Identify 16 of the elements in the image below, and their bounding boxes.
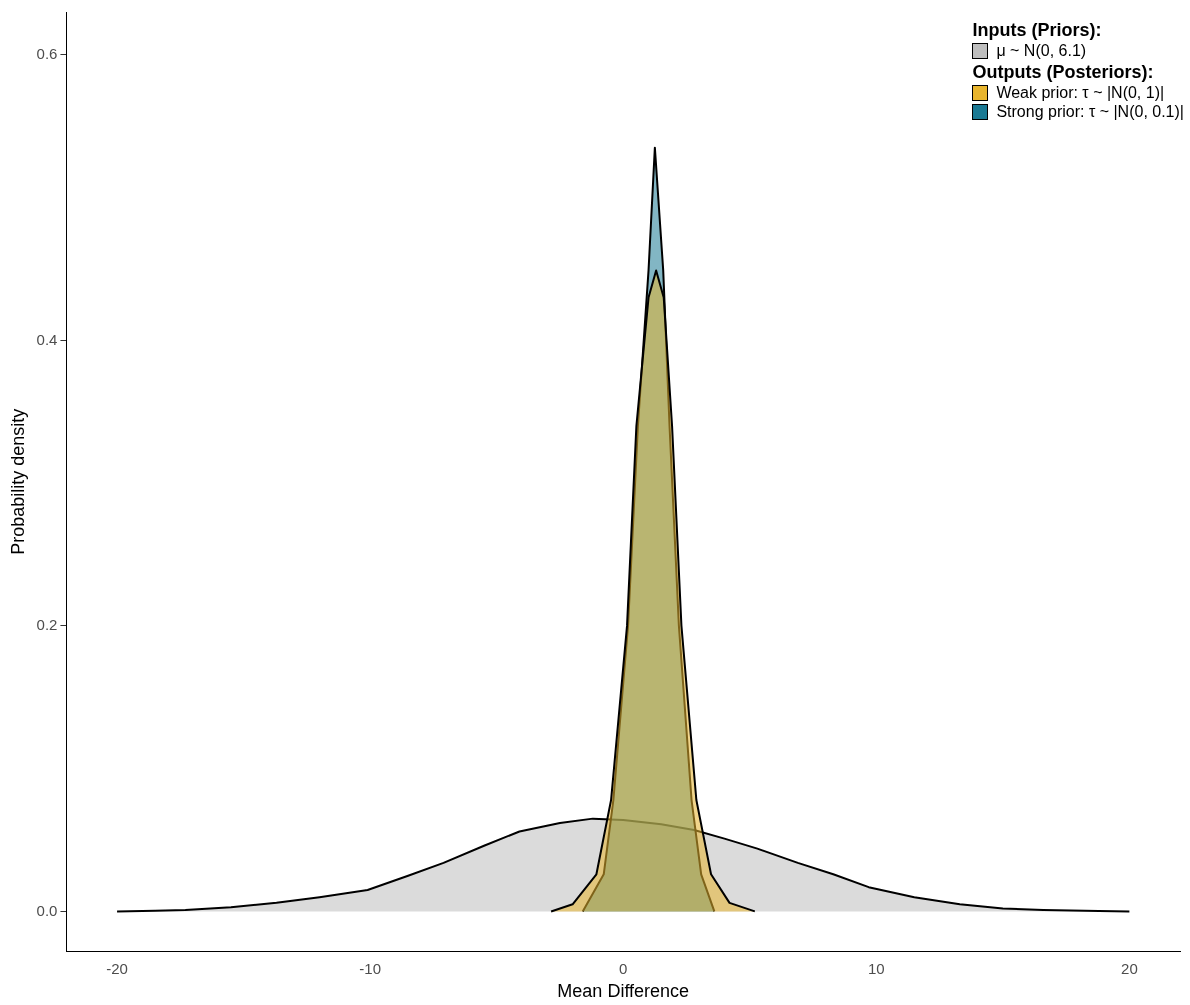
legend-label: μ ~ N(0, 6.1): [996, 42, 1087, 60]
y-tick-label: 0.2: [36, 616, 58, 634]
x-tick-label: -10: [359, 959, 381, 977]
y-axis-title: Probability density: [7, 408, 28, 555]
x-tick-label: 10: [867, 959, 885, 977]
x-tick-label: 20: [1121, 959, 1138, 977]
x-tick-label: 0: [619, 959, 628, 977]
legend-title: Inputs (Priors):: [972, 20, 1103, 41]
legend-label: Weak prior: τ ~ |N(0, 1)|: [996, 84, 1165, 102]
legend-label: Strong prior: τ ~ |N(0, 0.1)|: [996, 103, 1184, 121]
y-tick-label: 0.6: [36, 44, 58, 62]
y-tick-label: 0.0: [36, 901, 58, 919]
x-axis-title: Mean Difference: [557, 981, 690, 1002]
y-tick-label: 0.4: [36, 330, 58, 348]
x-tick-label: -20: [106, 959, 128, 977]
annotation: Outputs (Posteriors):: [972, 62, 1155, 83]
